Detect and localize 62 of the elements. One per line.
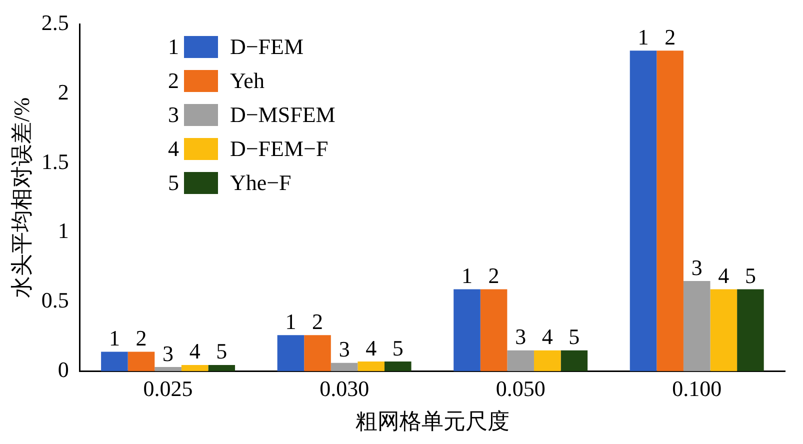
legend-label: Yeh	[230, 67, 264, 95]
annotation: 1	[462, 263, 472, 288]
x-axis-title: 粗网格单元尺度	[355, 408, 510, 434]
x-tick-label: 0.050	[496, 376, 546, 402]
bar	[560, 350, 588, 372]
y-tick-label: 1	[58, 218, 69, 244]
bar	[101, 352, 128, 372]
y-tick-label: 2.5	[41, 10, 69, 35]
bar	[710, 289, 738, 372]
annotation: 3	[338, 336, 350, 362]
bar	[454, 289, 480, 372]
bar	[507, 350, 534, 372]
annotation: 5	[568, 324, 580, 350]
annotation: 2	[488, 263, 500, 288]
annotation: 4	[168, 135, 180, 163]
annotation: 1	[638, 24, 649, 50]
bar	[277, 335, 304, 372]
x-tick-label: 0.100	[672, 376, 722, 402]
bar	[330, 362, 358, 372]
annotation: 2	[168, 67, 180, 95]
annotation: 2	[312, 308, 324, 334]
bar	[737, 289, 764, 372]
annotation: 2	[136, 326, 147, 351]
bar	[384, 361, 412, 372]
bar	[208, 364, 236, 372]
legend-label: Yhe−F	[230, 169, 292, 197]
annotation: 3	[691, 254, 702, 280]
bar	[630, 50, 657, 372]
annotation: 3	[168, 101, 180, 129]
annotation: 1	[108, 326, 120, 351]
x-tick-label: 0.030	[320, 376, 370, 402]
bar	[128, 352, 155, 372]
annotation: 1	[285, 308, 296, 334]
y-tick-label: 0	[58, 356, 69, 382]
legend-label: D−FEM	[230, 33, 304, 61]
y-axis-title: 水头平均相对误差/%	[8, 97, 34, 298]
bar	[656, 50, 684, 372]
annotation: 3	[515, 324, 526, 350]
y-tick-label: 0.5	[41, 288, 69, 313]
legend-label: D−FEM−F	[230, 135, 328, 163]
bar	[181, 364, 208, 372]
bar	[304, 335, 331, 372]
bar	[358, 361, 385, 372]
y-tick-label: 2	[58, 79, 69, 104]
annotation: 2	[664, 24, 676, 50]
annotation: 5	[216, 338, 228, 364]
legend-label: D−MSFEM	[230, 101, 336, 129]
y-tick-label: 1.5	[41, 148, 69, 174]
x-tick-label: 0.025	[143, 376, 193, 402]
bar	[154, 367, 182, 372]
bar	[480, 289, 508, 372]
annotation: 5	[168, 169, 180, 197]
annotation: 1	[168, 33, 180, 61]
annotation: 5	[392, 335, 404, 360]
annotation: 5	[744, 263, 756, 288]
annotation: 4	[366, 335, 377, 360]
annotation: 4	[718, 263, 730, 288]
annotation: 3	[162, 340, 174, 366]
annotation: 4	[542, 324, 553, 350]
bar	[683, 280, 710, 372]
annotation: 4	[189, 338, 200, 364]
bar	[534, 350, 561, 372]
